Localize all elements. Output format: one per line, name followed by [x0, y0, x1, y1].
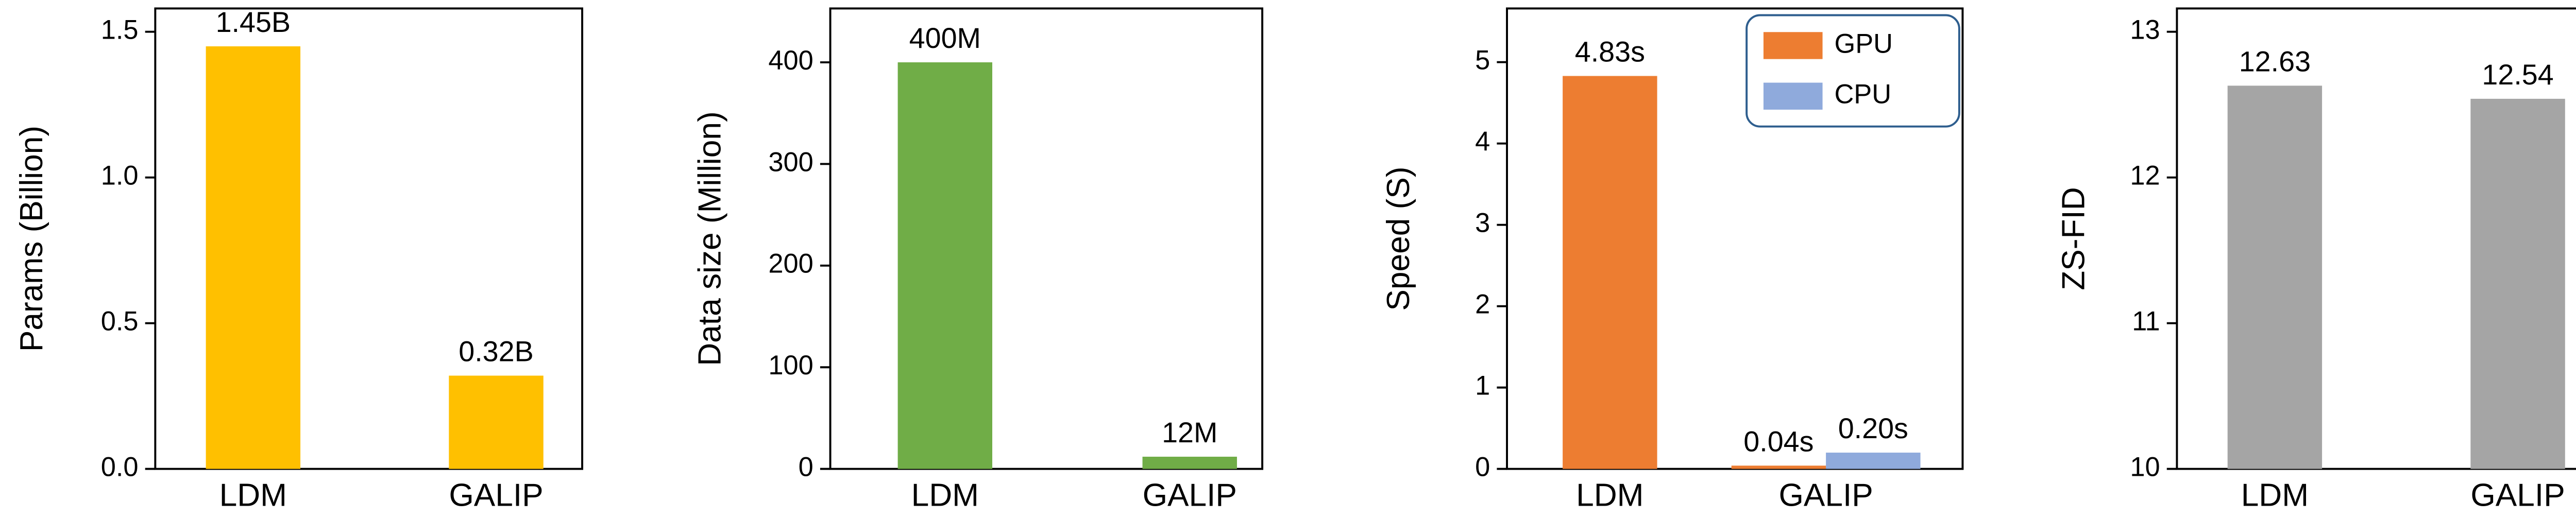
y-tick-label: 4	[1475, 127, 1490, 157]
value-label: 12.63	[2239, 46, 2311, 78]
y-tick-label: 12	[2130, 161, 2160, 191]
y-axis-label: ZS-FID	[2056, 187, 2091, 290]
bar	[897, 62, 992, 469]
axes-frame	[829, 7, 1264, 470]
x-tick-label: LDM	[219, 478, 287, 513]
value-label: 0.04s	[1743, 425, 1814, 457]
bar	[1826, 453, 1921, 469]
value-label: 0.20s	[1838, 412, 1908, 444]
x-tick-label: GALIP	[449, 478, 543, 513]
axes-frame	[2176, 7, 2576, 470]
y-tick-label: 13	[2130, 15, 2160, 45]
bar	[2227, 85, 2323, 469]
bar	[206, 46, 301, 469]
y-axis-label: Params (Billion)	[14, 126, 49, 352]
legend-label: GPU	[1834, 29, 1893, 59]
value-label: 12.54	[2482, 59, 2553, 91]
y-tick-label: 400	[768, 46, 813, 76]
y-tick-label: 2	[1475, 290, 1490, 320]
y-tick-label: 10	[2130, 452, 2160, 482]
x-tick-label: GALIP	[1143, 478, 1237, 513]
y-tick-label: 1.5	[101, 15, 139, 45]
y-tick-label: 200	[768, 249, 813, 279]
y-tick-label: 11	[2132, 307, 2160, 337]
value-label: 4.83s	[1575, 36, 1645, 68]
x-tick-label: GALIP	[1778, 478, 1873, 513]
y-tick-label: 0	[1475, 452, 1490, 482]
value-label: 12M	[1162, 417, 1217, 448]
y-tick-label: 1.0	[101, 161, 139, 191]
x-tick-label: GALIP	[2470, 478, 2565, 513]
value-label: 1.45B	[216, 6, 291, 38]
bar	[1563, 76, 1657, 469]
bar	[1142, 456, 1237, 469]
value-label: 0.32B	[459, 336, 534, 368]
y-axis-label: Speed (S)	[1381, 166, 1416, 310]
value-label: 400M	[909, 22, 981, 54]
x-tick-label: LDM	[1576, 478, 1643, 513]
y-tick-label: 100	[768, 351, 813, 381]
axes-frame	[154, 7, 584, 470]
y-tick-label: 0.5	[101, 307, 139, 337]
bar	[449, 375, 544, 469]
y-tick-label: 0	[799, 452, 814, 482]
y-tick-label: 5	[1475, 46, 1490, 76]
bar	[2470, 98, 2565, 469]
legend-swatch	[1763, 32, 1823, 59]
y-tick-label: 1	[1475, 371, 1490, 401]
y-tick-label: 0.0	[101, 452, 139, 482]
legend-label: CPU	[1834, 80, 1891, 110]
y-axis-label: Data size (Million)	[692, 111, 728, 366]
x-tick-label: LDM	[2241, 478, 2309, 513]
y-tick-label: 3	[1475, 209, 1490, 238]
bar	[1731, 465, 1826, 469]
x-tick-label: LDM	[911, 478, 979, 513]
y-tick-label: 300	[768, 147, 813, 177]
legend-swatch	[1763, 82, 1823, 110]
